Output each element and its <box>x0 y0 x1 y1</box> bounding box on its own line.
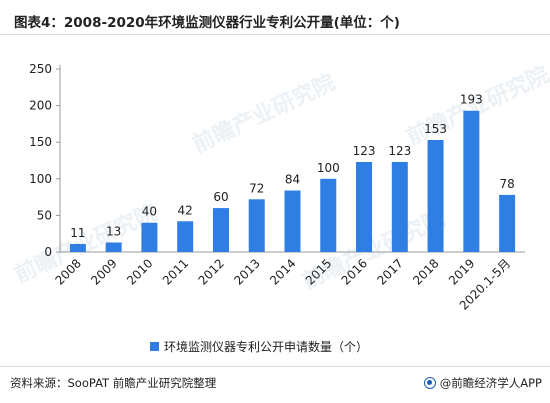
data-label: 123 <box>353 144 376 158</box>
chart-legend: 环境监测仪器专利公开申请数量（个） <box>150 338 368 355</box>
x-tick-label: 2019 <box>446 256 477 287</box>
bar <box>212 208 229 252</box>
x-tick-label: 2018 <box>410 256 441 287</box>
bar <box>499 194 516 252</box>
y-tick-label: 250 <box>29 62 52 76</box>
brand-logo-icon <box>423 377 436 389</box>
bar <box>177 221 194 252</box>
bar <box>356 161 373 252</box>
data-label: 42 <box>178 203 193 217</box>
credit: @前瞻经济学人APP <box>423 375 542 391</box>
chart-title: 图表4：2008-2020年环境监测仪器行业专利公开量(单位：个) <box>14 15 400 31</box>
y-tick-label: 150 <box>29 135 52 149</box>
x-tick-label: 2016 <box>339 256 370 287</box>
y-tick-label: 200 <box>29 99 52 113</box>
bar <box>105 242 122 252</box>
footer-divider <box>0 366 550 367</box>
data-label: 193 <box>460 93 483 107</box>
bar <box>141 222 158 252</box>
y-tick-label: 50 <box>37 208 52 222</box>
credit-text: @前瞻经济学人APP <box>439 376 542 390</box>
data-label: 40 <box>142 205 157 219</box>
data-label: 60 <box>213 190 228 204</box>
bar <box>69 243 86 252</box>
x-tick-label: 2011 <box>160 256 191 287</box>
x-tick-label: 2017 <box>374 256 405 287</box>
data-label: 153 <box>424 122 447 136</box>
title-divider <box>0 34 550 35</box>
x-tick-label: 2013 <box>231 256 262 287</box>
bar <box>248 199 265 252</box>
data-label: 123 <box>388 144 411 158</box>
bar <box>284 190 301 252</box>
data-label: 100 <box>317 161 340 175</box>
data-label: 84 <box>285 173 300 187</box>
data-label: 13 <box>106 224 121 238</box>
x-tick-label: 2015 <box>303 256 334 287</box>
x-tick-label: 2010 <box>124 256 155 287</box>
x-tick-label: 2009 <box>88 256 119 287</box>
data-label: 78 <box>499 177 514 191</box>
source-note: 资料来源：SooPAT 前瞻产业研究院整理 <box>10 376 217 390</box>
x-tick-label: 2012 <box>196 256 227 287</box>
data-label: 11 <box>70 226 85 240</box>
bar <box>427 140 444 252</box>
x-tick-label: 2014 <box>267 256 298 287</box>
bar <box>320 178 337 252</box>
y-tick-label: 0 <box>44 245 52 259</box>
legend-label: 环境监测仪器专利公开申请数量（个） <box>164 340 369 354</box>
bar-chart: 0 50 100 150 200 250 11 2008 13 2009 40 2010 42 2011 6… <box>29 62 525 313</box>
legend-swatch <box>150 342 159 351</box>
x-tick-label: 2008 <box>53 256 84 287</box>
y-tick-label: 100 <box>29 172 52 186</box>
bar <box>391 161 408 252</box>
bar <box>463 110 480 252</box>
data-label: 72 <box>249 181 264 195</box>
